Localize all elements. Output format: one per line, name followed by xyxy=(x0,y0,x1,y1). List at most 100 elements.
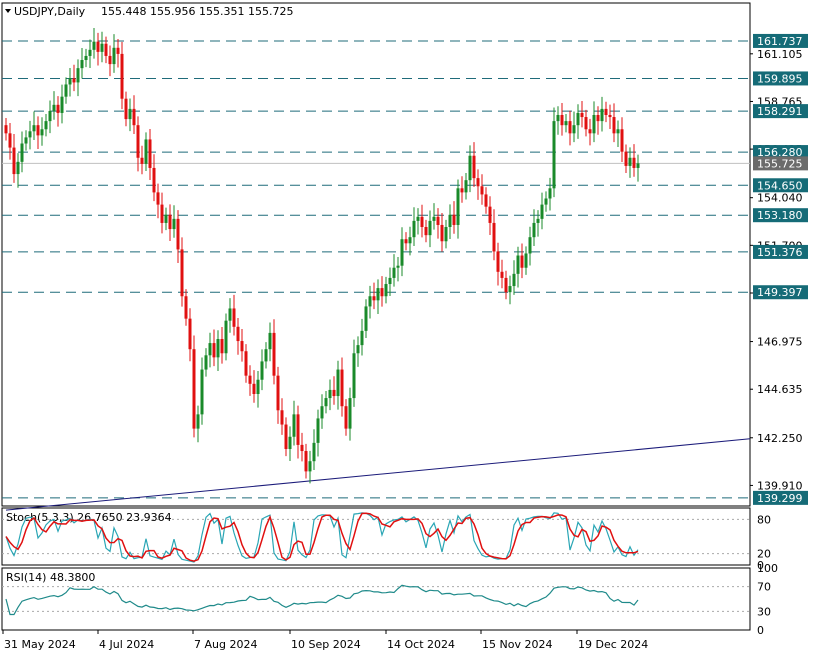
x-tick-label: 31 May 2024 xyxy=(4,638,76,651)
candle-body xyxy=(328,389,332,399)
candle-body xyxy=(280,410,284,425)
candle-body xyxy=(80,60,84,69)
candle-body xyxy=(128,108,132,120)
candle-body xyxy=(260,361,264,380)
candle-body xyxy=(24,137,28,144)
candle-body xyxy=(348,398,352,429)
level-price-label: 153.180 xyxy=(757,209,803,222)
level-price-label: 158.291 xyxy=(757,105,803,118)
stoch-pane-frame xyxy=(1,507,751,566)
candle-body xyxy=(404,239,408,244)
candle-body xyxy=(164,214,168,223)
y-tick-label: 139.910 xyxy=(757,479,803,492)
candle-body xyxy=(488,206,492,223)
candle-body xyxy=(464,180,468,193)
stoch-signal-line xyxy=(5,512,639,562)
candle-body xyxy=(84,55,88,61)
candle-body xyxy=(408,237,412,244)
candle-body xyxy=(620,129,624,152)
candle-body xyxy=(432,216,436,221)
candle-body xyxy=(396,265,400,268)
candle-body xyxy=(228,308,232,321)
candle-body xyxy=(268,332,272,350)
candle-body xyxy=(552,121,556,189)
candle-body xyxy=(424,227,428,236)
stoch-main-line xyxy=(5,512,639,563)
candle-body xyxy=(232,308,236,327)
trendline xyxy=(5,438,751,511)
candle-body xyxy=(56,104,60,113)
candle-body xyxy=(308,461,312,472)
candle-body xyxy=(248,375,252,384)
candle-body xyxy=(16,161,20,175)
x-tick-label: 15 Nov 2024 xyxy=(482,638,552,651)
rsi-tick-label: 0 xyxy=(757,624,764,637)
candle-body xyxy=(540,204,544,219)
candle-body xyxy=(140,157,144,164)
candle-body xyxy=(8,133,12,148)
level-price-label: 156.280 xyxy=(757,146,803,159)
candle-body xyxy=(104,43,108,56)
candle-body xyxy=(96,41,100,52)
candle-body xyxy=(548,188,552,199)
candle-body xyxy=(400,239,404,266)
candle-body xyxy=(576,112,580,126)
candle-body xyxy=(436,216,440,225)
candle-body xyxy=(120,53,124,99)
x-tick-label: 14 Oct 2024 xyxy=(387,638,455,651)
rsi-tick-label: 30 xyxy=(757,605,771,618)
candle-body xyxy=(112,47,116,65)
candle-body xyxy=(132,108,136,126)
candle-body xyxy=(176,218,180,250)
candle-body xyxy=(324,398,328,407)
candle-body xyxy=(212,343,216,358)
candle-body xyxy=(616,129,620,134)
candle-body xyxy=(276,375,280,411)
candle-body xyxy=(76,68,80,83)
current-price-box xyxy=(753,156,808,171)
candle-body xyxy=(64,84,68,97)
y-tick-label: 161.105 xyxy=(757,48,803,61)
main-pane-frame xyxy=(1,2,751,507)
candle-body xyxy=(516,255,520,274)
stoch-tick-label: 0 xyxy=(757,559,764,572)
candle-body xyxy=(608,115,612,118)
rsi-line xyxy=(5,584,639,616)
x-tick-label: 10 Sep 2024 xyxy=(291,638,361,651)
current-price-label: 155.725 xyxy=(757,157,803,170)
rsi-pane-frame xyxy=(1,567,751,631)
level-price-label: 161.737 xyxy=(757,35,803,48)
stoch-tick-label: 20 xyxy=(757,548,771,561)
candle-body xyxy=(388,277,392,285)
candle-body xyxy=(484,194,488,207)
candle-body xyxy=(444,227,448,242)
candle-body xyxy=(592,115,596,134)
dropdown-arrow-icon[interactable] xyxy=(5,9,11,13)
candle-body xyxy=(588,129,592,134)
symbol-title: USDJPY,Daily xyxy=(14,5,86,18)
level-price-box xyxy=(753,145,808,160)
candle-body xyxy=(524,253,528,268)
candle-body xyxy=(136,125,140,158)
rsi-tick-label: 100 xyxy=(757,562,778,575)
ohlc-values: 155.448 155.956 155.351 155.725 xyxy=(101,5,293,18)
candle-body xyxy=(556,115,560,122)
candle-body xyxy=(264,349,268,362)
candle-body xyxy=(572,125,576,134)
candle-body xyxy=(380,288,384,297)
level-price-box xyxy=(753,490,808,505)
candle-body xyxy=(560,115,564,126)
candle-body xyxy=(364,306,368,331)
candle-body xyxy=(460,188,464,193)
candle-body xyxy=(372,296,376,301)
candle-body xyxy=(244,351,248,376)
candle-body xyxy=(316,418,320,443)
candle-body xyxy=(340,369,344,407)
candle-body xyxy=(188,318,192,350)
candle-body xyxy=(272,332,276,376)
y-tick-label: 144.635 xyxy=(757,383,803,396)
candle-body xyxy=(312,442,316,462)
candle-body xyxy=(20,143,24,162)
candle-body xyxy=(448,214,452,228)
candle-body xyxy=(468,155,472,181)
